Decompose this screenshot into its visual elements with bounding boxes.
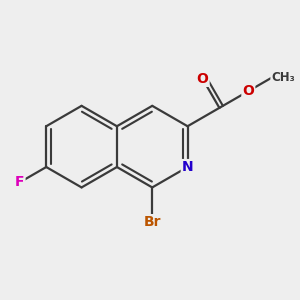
Text: CH₃: CH₃ xyxy=(271,71,295,84)
Text: N: N xyxy=(182,160,194,174)
Text: O: O xyxy=(197,72,208,86)
Text: F: F xyxy=(15,175,25,189)
Text: Br: Br xyxy=(143,215,161,229)
Text: O: O xyxy=(242,84,254,98)
